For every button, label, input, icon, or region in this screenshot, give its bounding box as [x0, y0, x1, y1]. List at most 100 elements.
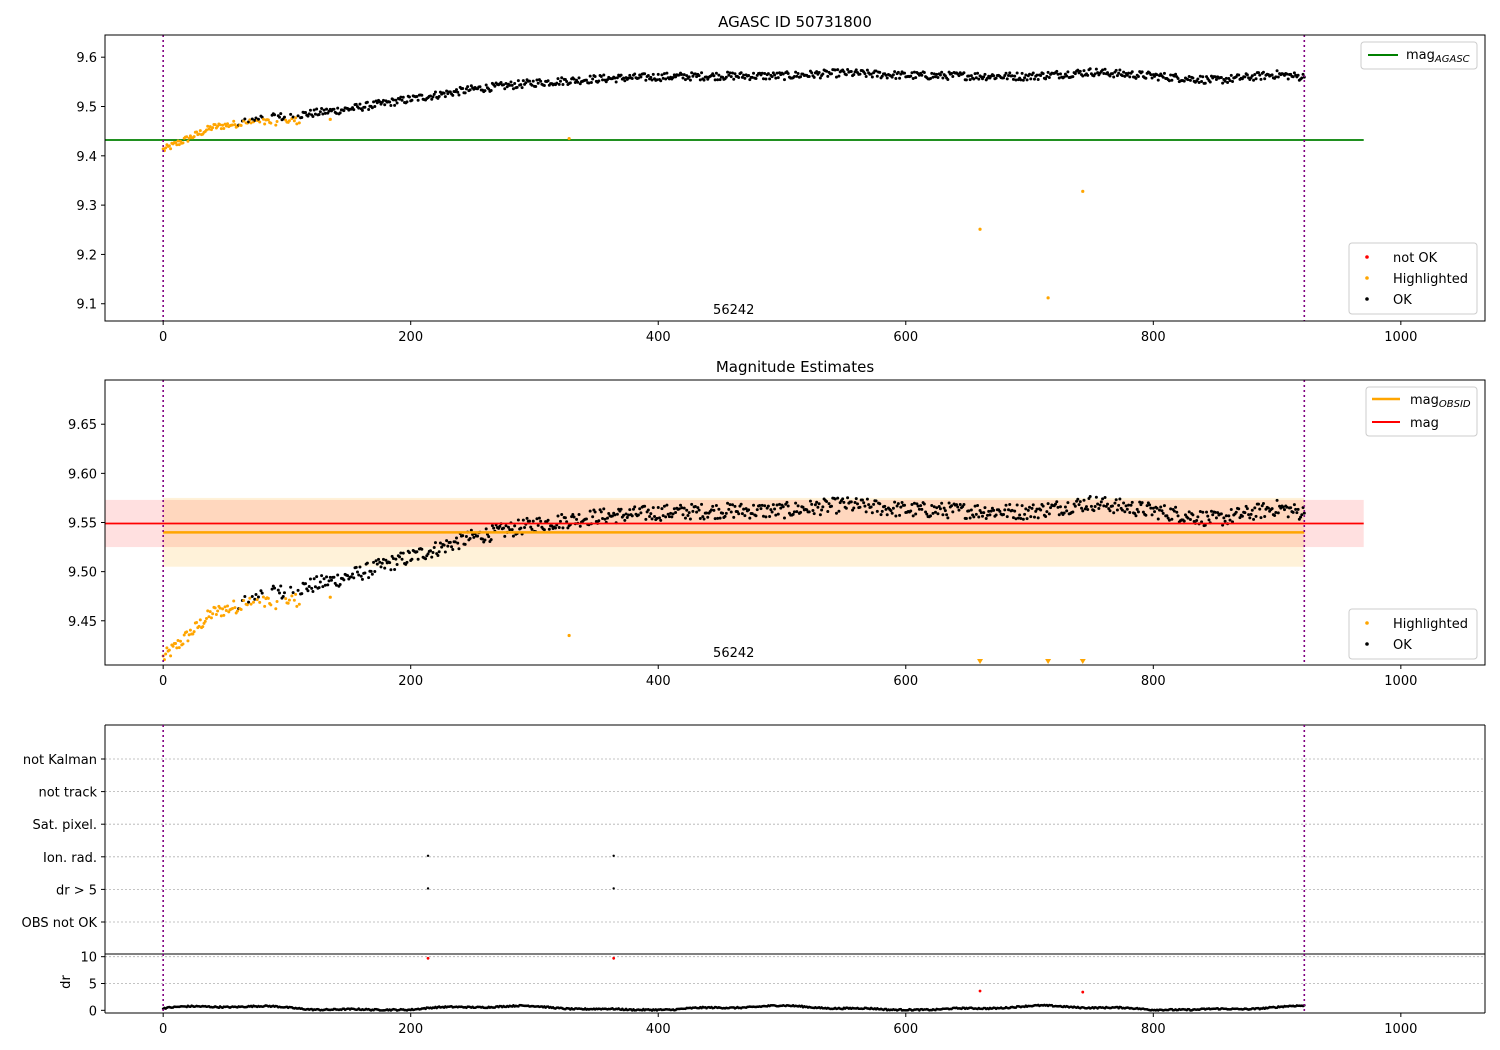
ok-point — [1197, 81, 1201, 85]
ok-point — [740, 75, 744, 79]
ok-point — [457, 547, 461, 551]
ok-point — [448, 90, 452, 94]
ok-point — [1170, 517, 1174, 521]
ok-point — [748, 78, 752, 82]
ok-point — [769, 508, 773, 512]
ok-point — [363, 571, 367, 575]
ok-point — [1169, 73, 1173, 77]
ok-point — [584, 517, 588, 521]
dr-not-ok-point — [612, 956, 616, 960]
panel-title: AGASC ID 50731800 — [718, 13, 872, 31]
ok-point — [557, 526, 561, 530]
ok-point — [358, 102, 362, 106]
highlighted-point — [266, 596, 270, 600]
ok-point — [561, 83, 565, 87]
ok-point — [781, 72, 785, 76]
ok-point — [1082, 498, 1086, 502]
ok-point — [748, 516, 752, 520]
ok-point — [542, 83, 546, 87]
ok-point — [920, 73, 924, 77]
highlighted-point — [292, 598, 296, 602]
ok-point — [636, 76, 640, 80]
ok-point — [630, 514, 634, 518]
ok-point — [1300, 76, 1304, 80]
ok-point — [989, 509, 993, 513]
ok-point — [613, 513, 617, 517]
ok-point — [253, 118, 257, 122]
ok-point — [320, 574, 324, 578]
ok-point — [1238, 516, 1242, 520]
highlighted-point — [204, 617, 208, 621]
legend-mag-label: mag — [1406, 48, 1435, 63]
ok-point — [956, 505, 960, 509]
ok-point — [1044, 77, 1048, 81]
ok-point — [967, 509, 971, 513]
ok-point — [1274, 511, 1278, 515]
ok-point — [1114, 498, 1118, 502]
ok-point — [766, 504, 770, 508]
highlighted-point — [187, 136, 191, 140]
ok-point — [599, 74, 603, 78]
ok-point — [323, 583, 327, 587]
svg-text:magOBSID: magOBSID — [1410, 393, 1471, 410]
ok-point — [754, 514, 758, 518]
ok-point — [930, 71, 934, 75]
ok-point — [910, 502, 914, 506]
ok-point — [430, 555, 434, 559]
ok-point — [958, 502, 962, 506]
ok-point — [338, 582, 342, 586]
ok-point — [665, 71, 669, 75]
ok-point — [863, 504, 867, 508]
ok-point — [1150, 513, 1154, 517]
ok-point — [1275, 498, 1279, 502]
ok-point — [1213, 510, 1217, 514]
ok-point — [1036, 78, 1040, 82]
ok-point — [759, 507, 763, 511]
ok-point — [969, 74, 973, 78]
ok-point — [1092, 509, 1096, 513]
ok-point — [1047, 76, 1051, 80]
ok-point — [874, 499, 878, 503]
ok-point — [1029, 515, 1033, 519]
ok-point — [1106, 71, 1110, 75]
highlighted-point — [188, 628, 192, 632]
ok-point — [424, 557, 428, 561]
ok-point — [687, 511, 691, 515]
ok-point — [1056, 72, 1060, 76]
ok-point — [768, 77, 772, 81]
ok-point — [1254, 77, 1258, 81]
ok-point — [933, 510, 937, 514]
ok-point — [490, 524, 494, 528]
ok-point — [1148, 503, 1152, 507]
ok-point — [885, 513, 889, 517]
ok-point — [593, 75, 597, 79]
ok-point — [844, 506, 848, 510]
ok-point — [750, 512, 754, 516]
ok-point — [555, 81, 559, 85]
ok-point — [1292, 503, 1296, 507]
ok-point — [1156, 78, 1160, 82]
ok-point — [732, 515, 736, 519]
ok-point — [1175, 510, 1179, 514]
ok-point — [687, 75, 691, 79]
ok-point — [740, 512, 744, 516]
ok-point — [1128, 511, 1132, 515]
ok-point — [1083, 507, 1087, 511]
ok-point — [933, 75, 937, 79]
ok-point — [1025, 78, 1029, 82]
ok-point — [893, 70, 897, 74]
ok-point — [511, 534, 515, 538]
ok-point — [1081, 509, 1085, 513]
ok-point — [691, 509, 695, 513]
y-tick-label: 9.55 — [68, 517, 97, 532]
ok-point — [389, 568, 393, 572]
ok-point — [1222, 516, 1226, 520]
ok-point — [1196, 77, 1200, 81]
ok-point — [812, 512, 816, 516]
ok-point — [1261, 70, 1265, 74]
ok-point — [786, 72, 790, 76]
ok-point — [1201, 75, 1205, 79]
ok-point — [577, 512, 581, 516]
highlighted-point — [176, 139, 180, 143]
ok-point — [1114, 68, 1118, 72]
